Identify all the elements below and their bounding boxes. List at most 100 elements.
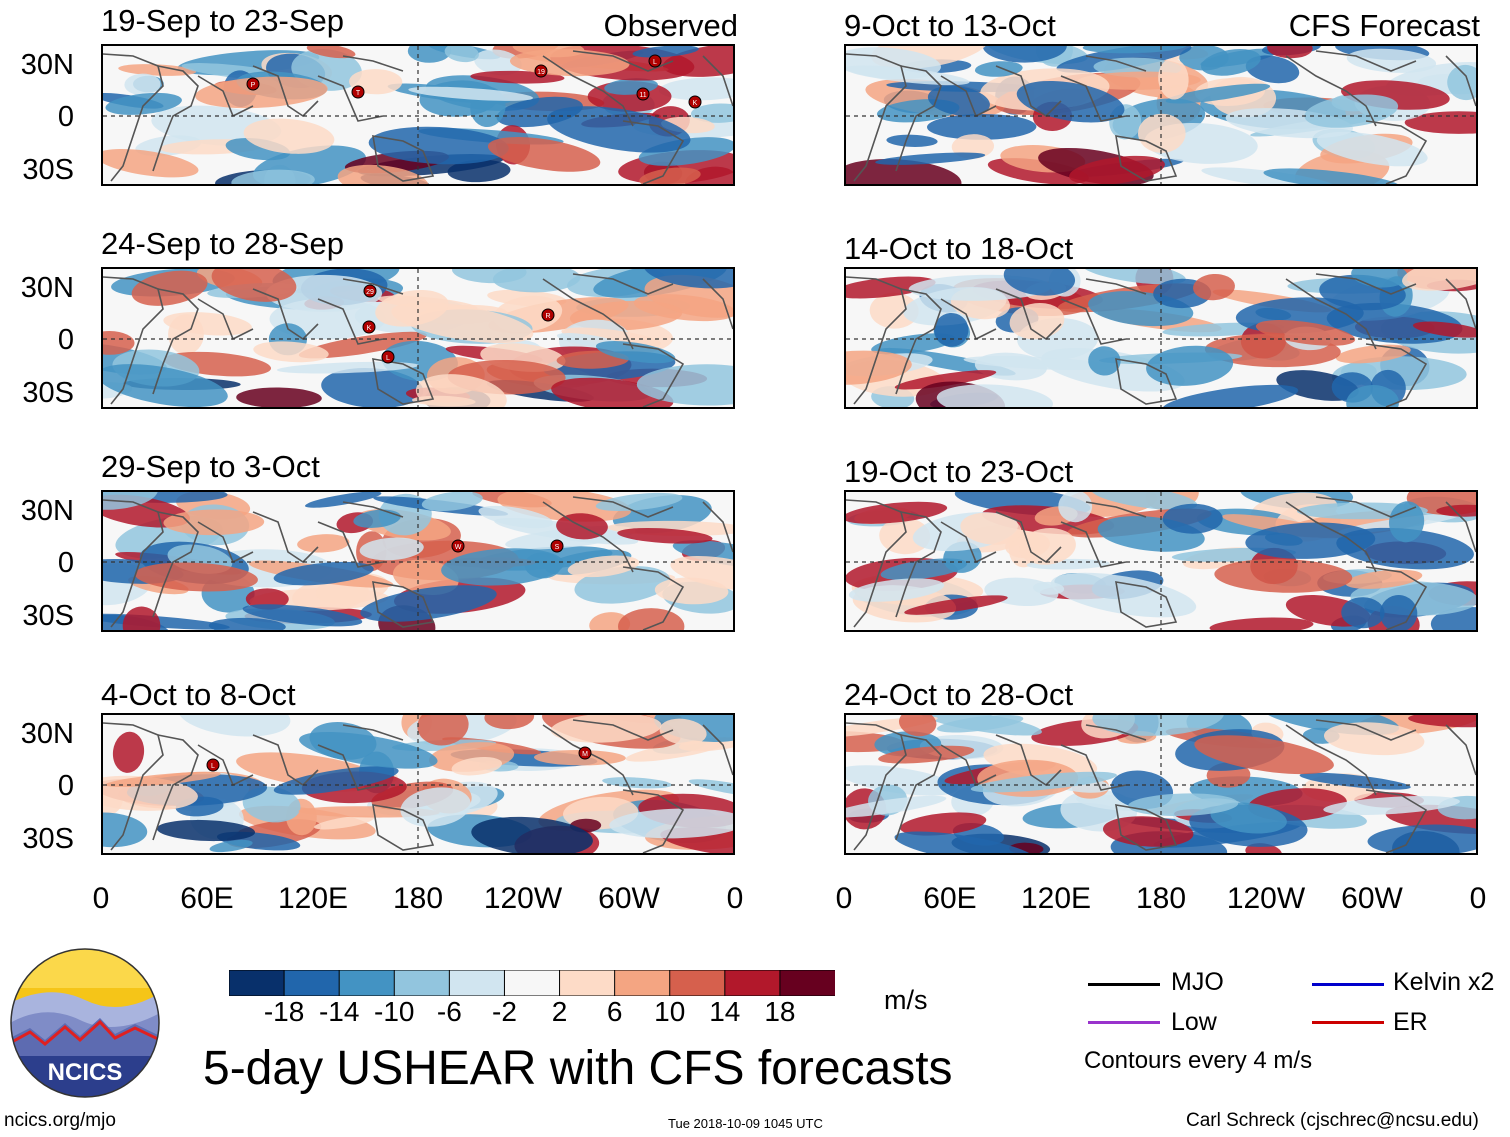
svg-text:11: 11 [639,92,646,99]
storm-marker: P [246,77,260,91]
svg-text:L: L [653,59,657,66]
lat-label: 30S [22,600,74,632]
colorbar-tick: 6 [606,996,623,1027]
colorbar-tick: -2 [492,996,517,1027]
observed-label: Observed [603,8,738,43]
legend-line-low [1088,1021,1160,1024]
panel-title-obs-3: 29-Sep to 3-Oct [101,449,320,484]
lon-label: 0 [726,882,744,915]
lon-label: 0 [92,882,110,915]
lat-label: 0 [57,324,74,356]
lat-label: 30N [20,495,74,527]
lon-label: 120W [483,882,563,915]
main-title: 5-day USHEAR with CFS forecasts [203,1042,953,1095]
colorbar-swatch [779,970,835,996]
map-panel-obs-1: P T 19 L 11 K [101,44,735,186]
colorbar-swatch [448,970,506,996]
svg-text:L: L [386,355,390,362]
map-panel-obs-2: 29 K L R [101,267,735,409]
panel-title-obs-1: 19-Sep to 23-Sep [101,3,345,38]
colorbar-tick: -10 [374,996,415,1027]
lon-label: 60E [180,882,234,915]
lon-label: 180 [1135,882,1187,915]
legend-line-er [1312,1021,1384,1024]
lat-label: 30N [20,49,74,81]
lat-label: 30N [20,272,74,304]
storm-marker: L [648,54,662,68]
lat-label: 0 [57,101,74,133]
legend-line-kelvin [1312,983,1384,986]
legend-label-mjo: MJO [1171,968,1224,996]
colorbar-tick: 2 [551,996,568,1027]
colorbar-swatch [669,970,726,996]
svg-text:S: S [555,544,560,551]
colorbar-swatch [724,970,781,996]
storm-marker: 11 [636,87,650,101]
colorbar-tick: 14 [709,996,741,1027]
colorbar-swatch [229,970,286,996]
svg-text:M: M [582,751,588,758]
legend-label-er: ER [1393,1008,1428,1036]
footer-url[interactable]: ncics.org/mjo [4,1110,116,1131]
map-panel-fcst-3 [844,490,1478,632]
colorbar-units: m/s [884,985,928,1015]
footer-credit: Carl Schreck (cjschrec@ncsu.edu) [1186,1110,1479,1131]
svg-text:K: K [693,100,698,107]
svg-text:W: W [455,544,462,551]
lon-label: 180 [392,882,444,915]
lat-label: 30N [20,718,74,750]
colorbar-swatch [338,970,396,996]
storm-marker: W [451,539,465,553]
storm-marker: L [381,350,395,364]
legend-label-kelvin: Kelvin x2 [1393,968,1495,996]
colorbar-swatch [503,970,561,996]
storm-marker: K [688,95,702,109]
colorbar-swatch [393,970,451,996]
colorbar-tick: 10 [654,996,686,1027]
storm-marker: T [351,85,365,99]
lat-label: 0 [57,547,74,579]
logo-text: NCICS [48,1059,123,1086]
map-panel-fcst-2 [844,267,1478,409]
lat-label: 30S [22,154,74,186]
panel-title-fcst-4: 24-Oct to 28-Oct [844,677,1074,712]
forecast-label: CFS Forecast [1288,8,1480,43]
lon-label: 60W [1341,882,1403,915]
lon-label: 60W [598,882,660,915]
colorbar-tick: -14 [318,996,360,1027]
svg-text:T: T [356,90,361,97]
storm-marker: K [362,320,376,334]
lon-label: 0 [1469,882,1487,915]
contour-note: Contours every 4 m/s [1084,1047,1313,1074]
lat-label: 30S [22,377,74,409]
lon-label: 120W [1226,882,1306,915]
lat-label: 0 [57,770,74,802]
colorbar [229,970,835,996]
svg-text:P: P [251,82,256,89]
svg-text:K: K [367,325,372,332]
svg-text:19: 19 [537,69,545,76]
storm-marker: L [206,758,220,772]
lon-label: 60E [923,882,977,915]
svg-text:L: L [211,763,215,770]
panel-title-fcst-3: 19-Oct to 23-Oct [844,454,1074,489]
storm-marker: 19 [534,64,548,78]
storm-marker: M [578,746,592,760]
colorbar-tick: -18 [263,996,305,1027]
storm-marker: S [550,539,564,553]
panel-title-obs-4: 4-Oct to 8-Oct [101,677,296,712]
colorbar-swatch [559,970,616,996]
colorbar-swatch [283,970,341,996]
lon-label: 0 [835,882,853,915]
colorbar-swatch [614,970,671,996]
legend-label-low: Low [1171,1008,1217,1036]
panel-title-fcst-2: 14-Oct to 18-Oct [844,231,1074,266]
map-panel-fcst-4 [844,713,1478,855]
ncics-logo: NCICS [10,948,160,1098]
storm-marker: R [541,308,555,322]
panel-title-fcst-1: 9-Oct to 13-Oct [844,8,1056,43]
colorbar-tick: -6 [436,996,462,1027]
lon-label: 120E [277,882,349,915]
